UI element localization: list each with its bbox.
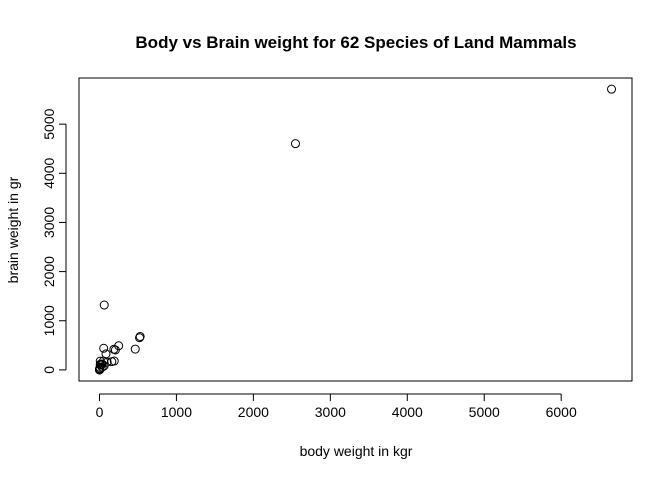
x-tick-label: 0 — [96, 404, 104, 420]
data-point — [135, 331, 145, 341]
x-tick-label: 3000 — [315, 404, 346, 420]
x-tick-label: 2000 — [238, 404, 269, 420]
data-point — [109, 344, 119, 354]
x-axis: 0 1000 2000 3000 4000 5000 6000 — [96, 393, 577, 420]
data-points — [94, 84, 617, 375]
data-point — [99, 300, 109, 310]
data-point — [130, 344, 140, 354]
y-tick-label: 4000 — [41, 158, 57, 189]
x-tick-label: 4000 — [392, 404, 423, 420]
y-tick-label: 1000 — [41, 305, 57, 336]
x-tick-label: 6000 — [546, 404, 577, 420]
y-axis-label: brain weight in gr — [5, 176, 21, 283]
data-point — [99, 343, 109, 353]
data-point — [94, 365, 104, 375]
y-tick-label: 5000 — [41, 108, 57, 139]
y-tick-label: 3000 — [41, 207, 57, 238]
y-tick-label: 2000 — [41, 256, 57, 287]
chart-title: Body vs Brain weight for 62 Species of L… — [135, 33, 576, 52]
y-tick-label: 0 — [41, 366, 57, 374]
plot-frame — [78, 77, 633, 382]
data-point — [290, 139, 300, 149]
y-axis: 0 1000 2000 3000 4000 5000 — [41, 108, 67, 374]
x-axis-label: body weight in kgr — [300, 443, 413, 459]
x-tick-label: 1000 — [161, 404, 192, 420]
x-tick-label: 5000 — [469, 404, 500, 420]
data-point — [607, 84, 617, 94]
data-point — [95, 359, 105, 369]
